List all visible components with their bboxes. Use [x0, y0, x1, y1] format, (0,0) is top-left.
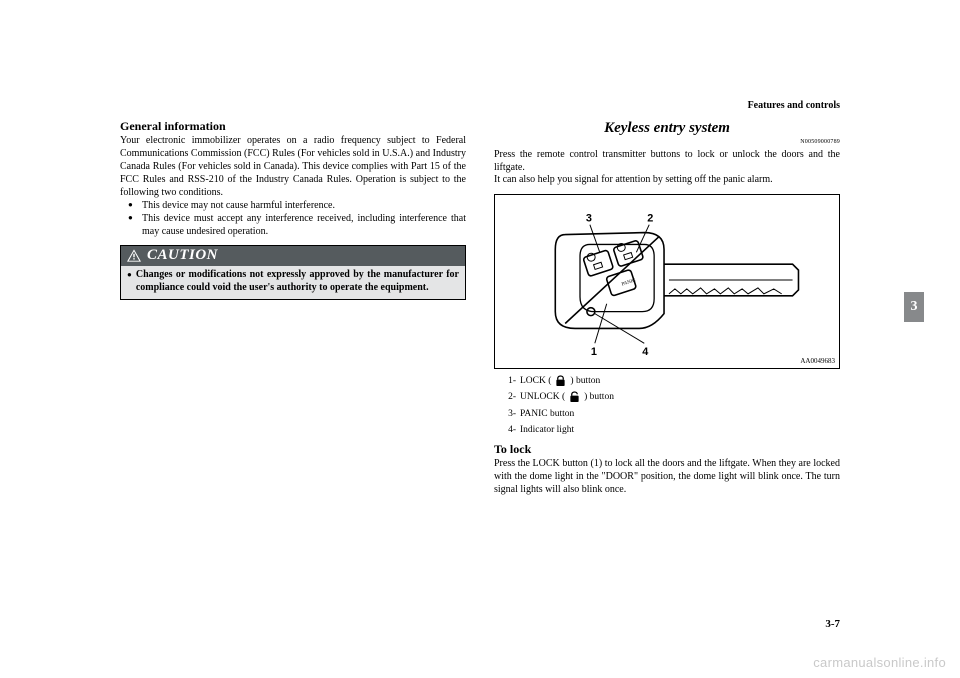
callout-2: 2 — [647, 213, 653, 225]
caution-header: CAUTION — [121, 246, 465, 266]
section-header: Features and controls — [120, 100, 840, 111]
condition-item: This device may not cause harmful interf… — [132, 200, 466, 213]
svg-text:PANIC: PANIC — [621, 278, 637, 287]
watermark: carmanualsonline.info — [813, 655, 946, 670]
manual-page: Features and controls General informatio… — [120, 100, 840, 630]
two-column-layout: General information Your electronic immo… — [120, 119, 840, 497]
page-number: 3-7 — [825, 618, 840, 630]
legend-row: 2- UNLOCK ( ) button — [504, 391, 840, 403]
general-info-heading: General information — [120, 119, 466, 134]
legend-num: 4- — [504, 424, 516, 436]
key-figure: PANIC — [494, 194, 840, 369]
figure-legend: 1- LOCK ( ) button 2- UNLOCK ( ) button — [504, 375, 840, 436]
intro-paragraph-1: Press the remote control transmitter but… — [494, 149, 840, 175]
callout-1: 1 — [591, 346, 597, 358]
caution-text: Changes or modifications not expressly a… — [136, 269, 459, 295]
chapter-tab: 3 — [904, 292, 924, 322]
intro-paragraph-2: It can also help you signal for attentio… — [494, 174, 840, 187]
general-info-paragraph: Your electronic immobilizer operates on … — [120, 135, 466, 199]
doc-code: N00509000789 — [494, 139, 840, 147]
legend-num: 1- — [504, 375, 516, 387]
legend-num: 2- — [504, 391, 516, 403]
legend-text: UNLOCK ( — [520, 391, 565, 403]
left-column: General information Your electronic immo… — [120, 119, 466, 497]
callout-4: 4 — [642, 346, 648, 358]
legend-row: 1- LOCK ( ) button — [504, 375, 840, 387]
right-column: Keyless entry system N00509000789 Press … — [494, 119, 840, 497]
caution-box: CAUTION ● Changes or modifications not e… — [120, 245, 466, 300]
condition-item: This device must accept any interference… — [132, 213, 466, 239]
to-lock-heading: To lock — [494, 442, 840, 457]
figure-id: AA0049683 — [800, 357, 835, 366]
conditions-list: This device may not cause harmful interf… — [120, 200, 466, 238]
lock-icon — [555, 375, 566, 387]
legend-text: ) button — [584, 391, 614, 403]
caution-body: ● Changes or modifications not expressly… — [121, 266, 465, 299]
legend-text: PANIC button — [520, 408, 574, 420]
to-lock-paragraph: Press the LOCK button (1) to lock all th… — [494, 458, 840, 496]
legend-text: Indicator light — [520, 424, 574, 436]
legend-row: 3- PANIC button — [504, 408, 840, 420]
legend-num: 3- — [504, 408, 516, 420]
key-illustration: PANIC — [495, 195, 839, 368]
legend-text: LOCK ( — [520, 375, 551, 387]
callout-3: 3 — [586, 213, 592, 225]
bullet-icon: ● — [127, 269, 132, 295]
legend-text: ) button — [570, 375, 600, 387]
warning-triangle-icon — [127, 249, 141, 262]
unlock-icon — [569, 391, 580, 403]
caution-title: CAUTION — [147, 246, 218, 265]
keyless-title: Keyless entry system — [494, 119, 840, 138]
legend-row: 4- Indicator light — [504, 424, 840, 436]
